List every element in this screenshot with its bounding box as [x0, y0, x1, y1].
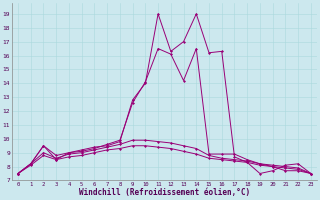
X-axis label: Windchill (Refroidissement éolien,°C): Windchill (Refroidissement éolien,°C): [79, 188, 250, 197]
